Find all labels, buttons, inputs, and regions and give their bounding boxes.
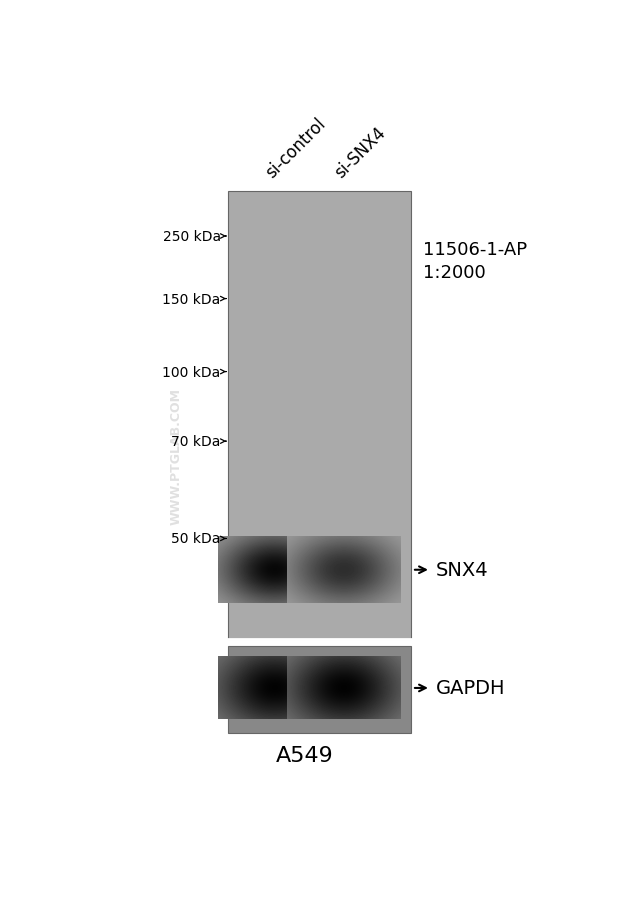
Text: 70 kDa: 70 kDa [171, 435, 221, 448]
Text: 150 kDa: 150 kDa [163, 292, 221, 307]
Text: GAPDH: GAPDH [436, 678, 505, 697]
Text: 11506-1-AP
1:2000: 11506-1-AP 1:2000 [424, 240, 528, 281]
Text: si-SNX4: si-SNX4 [332, 124, 390, 181]
Bar [228, 191, 411, 640]
Text: WWW.PTGLAB.COM: WWW.PTGLAB.COM [170, 387, 182, 524]
Text: 50 kDa: 50 kDa [171, 532, 221, 546]
Bar [228, 647, 411, 733]
Text: 250 kDa: 250 kDa [163, 230, 221, 244]
Text: A549: A549 [276, 746, 334, 766]
Text: 100 kDa: 100 kDa [163, 365, 221, 379]
Text: SNX4: SNX4 [436, 561, 488, 580]
Text: si-control: si-control [262, 115, 329, 181]
